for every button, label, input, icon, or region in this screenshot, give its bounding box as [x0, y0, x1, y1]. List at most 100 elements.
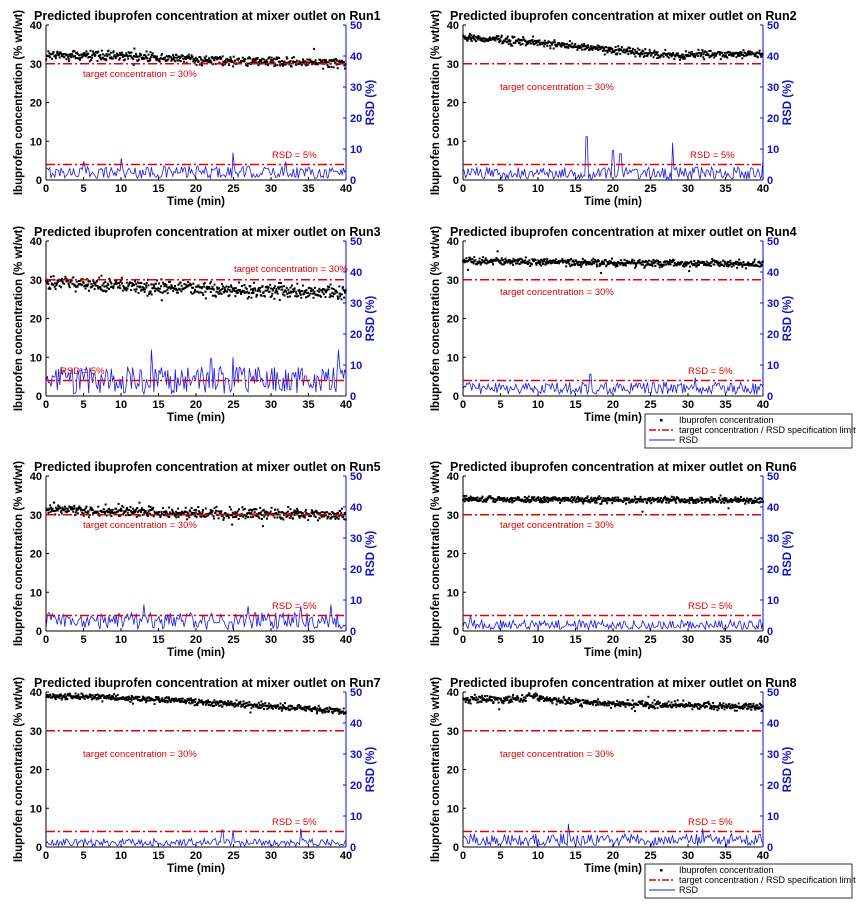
concentration-point [304, 510, 307, 513]
concentration-point [516, 698, 519, 701]
y-tick-label: 0 [453, 391, 459, 403]
concentration-point [115, 697, 118, 700]
concentration-point [743, 55, 746, 57]
concentration-point [90, 59, 93, 61]
concentration-point [736, 705, 739, 708]
concentration-point [731, 501, 734, 504]
concentration-point [746, 707, 749, 710]
concentration-point [540, 498, 542, 500]
concentration-point [496, 698, 499, 701]
concentration-point [132, 58, 135, 61]
concentration-point [303, 60, 306, 63]
concentration-point [577, 500, 580, 503]
concentration-point [590, 259, 593, 262]
concentration-point [252, 705, 255, 708]
concentration-point [576, 698, 579, 701]
concentration-point [313, 511, 315, 514]
y-tick-label: 20 [30, 314, 42, 326]
concentration-point [730, 53, 733, 55]
concentration-point [123, 697, 126, 700]
concentration-point [522, 696, 525, 699]
concentration-point [279, 516, 282, 519]
concentration-point [62, 694, 65, 697]
concentration-point [718, 496, 721, 499]
concentration-point [559, 501, 562, 504]
concentration-point [271, 512, 274, 515]
chart-panel-run3: Predicted ibuprofen concentration at mix… [13, 225, 381, 424]
concentration-point [246, 65, 249, 67]
concentration-point [689, 51, 692, 54]
concentration-point [342, 288, 345, 291]
concentration-point [303, 515, 306, 518]
concentration-point [141, 695, 144, 698]
concentration-point [664, 495, 667, 498]
concentration-point [60, 694, 63, 697]
concentration-point [114, 283, 117, 286]
x-tick-label: 30 [682, 634, 694, 646]
concentration-point [158, 514, 161, 517]
concentration-point [83, 284, 86, 287]
concentration-point [582, 502, 585, 505]
concentration-point [709, 264, 712, 267]
concentration-point [296, 707, 299, 710]
concentration-point [74, 692, 77, 695]
y2-tick-label: 50 [350, 471, 362, 483]
concentration-point [160, 54, 163, 57]
concentration-point [591, 49, 594, 51]
concentration-point [671, 261, 674, 264]
concentration-point [173, 697, 176, 700]
concentration-point [622, 262, 624, 265]
concentration-point [472, 498, 475, 501]
concentration-point [296, 509, 299, 512]
concentration-point [638, 497, 641, 500]
concentration-point [323, 61, 326, 64]
concentration-point [330, 65, 333, 68]
concentration-point [54, 698, 57, 701]
concentration-point [648, 48, 651, 51]
concentration-point [485, 700, 488, 703]
concentration-point [530, 39, 533, 42]
concentration-point [60, 512, 63, 515]
concentration-point [542, 262, 545, 265]
concentration-point [484, 39, 487, 42]
concentration-point [231, 511, 234, 514]
concentration-point [672, 498, 675, 501]
concentration-point [468, 32, 471, 35]
concentration-point [286, 295, 289, 298]
concentration-point [279, 64, 282, 67]
y-tick-label: 40 [447, 236, 459, 248]
concentration-point [137, 59, 139, 62]
concentration-point [724, 706, 727, 708]
concentration-point [215, 703, 218, 706]
concentration-point [645, 703, 648, 706]
concentration-point [735, 51, 738, 54]
concentration-point [510, 698, 513, 701]
concentration-point [610, 260, 612, 263]
concentration-point [571, 42, 574, 45]
concentration-point [150, 283, 153, 286]
concentration-point [617, 500, 620, 503]
concentration-point [110, 696, 113, 699]
concentration-point [585, 702, 588, 705]
concentration-point [656, 500, 659, 503]
concentration-point [511, 260, 514, 262]
concentration-point [233, 287, 236, 290]
concentration-point [554, 697, 557, 700]
concentration-point [321, 514, 324, 517]
concentration-point [633, 703, 636, 706]
concentration-point [257, 512, 260, 514]
concentration-point [179, 60, 182, 63]
concentration-point [211, 509, 214, 512]
concentration-point [164, 697, 167, 700]
chart-title: Predicted ibuprofen concentration at mix… [450, 9, 797, 23]
concentration-point [55, 284, 58, 287]
concentration-point [116, 282, 119, 285]
concentration-point [249, 516, 252, 519]
concentration-point [180, 284, 183, 287]
concentration-point [465, 37, 468, 40]
concentration-point [496, 697, 498, 700]
concentration-point [538, 499, 541, 502]
concentration-point [298, 516, 301, 519]
concentration-point [124, 514, 127, 517]
concentration-point [469, 702, 472, 705]
